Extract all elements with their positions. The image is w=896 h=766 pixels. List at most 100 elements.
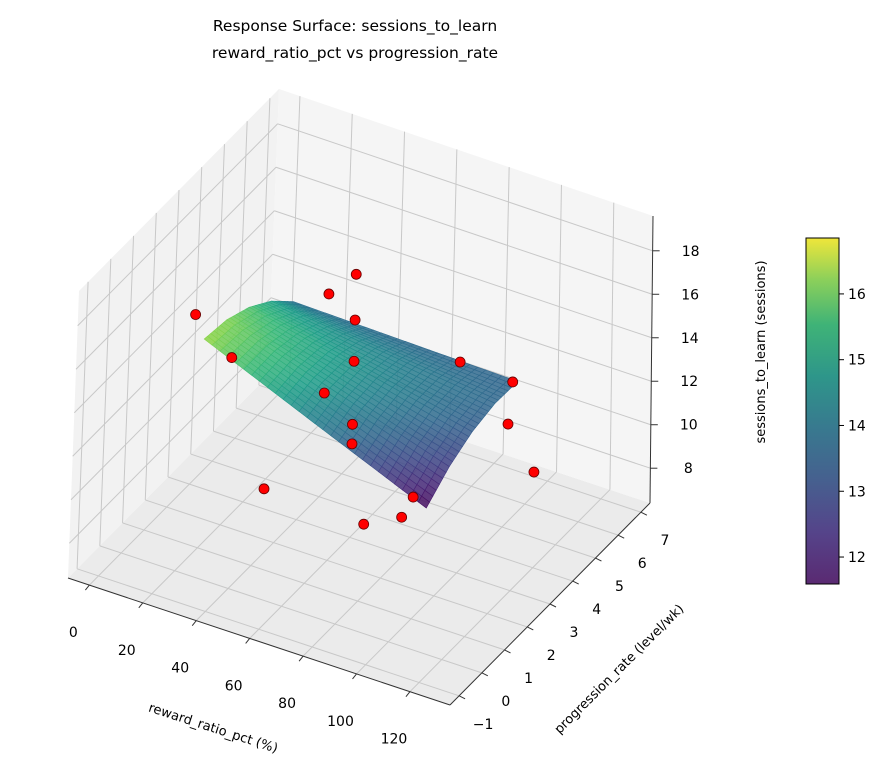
colorbar-tick-label: 15 [848, 353, 866, 369]
x-tick-label: 20 [118, 643, 136, 659]
y-tick-label: 7 [660, 533, 669, 549]
data-point [349, 314, 361, 326]
gridline-z-back [275, 166, 653, 295]
gridline-y-wall [144, 212, 157, 500]
x-tick-label: 100 [327, 714, 354, 730]
x-tick-label: 80 [278, 696, 296, 712]
scatter-points [190, 268, 540, 530]
y-tick-mark [617, 534, 625, 539]
y-tick-label: 6 [638, 556, 647, 572]
data-point [226, 352, 238, 363]
data-point [323, 288, 335, 300]
data-point [347, 418, 358, 430]
gridline-z-left [72, 253, 274, 457]
gridline-z-back [274, 210, 652, 339]
x-tick-label: 0 [69, 625, 78, 641]
y-tick-label: 5 [615, 579, 624, 595]
y-tick-label: 3 [570, 625, 579, 641]
colorbar-tick-label: 14 [848, 418, 866, 434]
z-axis-line [649, 215, 654, 504]
gridline-z-back [272, 253, 652, 382]
colorbar-tick-label: 13 [848, 484, 866, 500]
gridline-z-left [68, 340, 270, 544]
y-tick-mark [549, 603, 557, 608]
data-point [454, 356, 466, 368]
gridline-y-wall [99, 258, 112, 546]
gridline-y-floor [122, 522, 505, 651]
gridline-y-wall [167, 189, 180, 478]
x-tick-mark [138, 602, 144, 609]
gridline-y-floor [76, 568, 460, 697]
z-tick-label: 12 [680, 374, 698, 390]
x-tick-mark [191, 620, 197, 626]
data-point [358, 518, 370, 530]
y-tick-mark [527, 626, 534, 631]
y-tick-label: −1 [473, 717, 494, 733]
x-tick-label: 40 [171, 661, 189, 677]
y-tick-mark [504, 649, 511, 654]
gridline-y-wall [212, 144, 225, 432]
gridline-y-floor [145, 499, 528, 628]
y-tick-label: 2 [547, 648, 556, 664]
response-surface [203, 300, 519, 509]
x-tick-mark [405, 691, 411, 697]
x-axis-line [67, 577, 451, 706]
colorbar-ticks: 12 13 14 15 16 [839, 287, 866, 566]
data-point [350, 268, 362, 280]
x-tick-mark [352, 673, 357, 680]
z-tick-label: 10 [680, 418, 698, 434]
z-tick-label: 16 [681, 287, 699, 303]
chart-title-line-2: reward_ratio_pct vs progression_rate [212, 44, 498, 63]
y-tick-mark [572, 580, 579, 585]
y-tick-mark [458, 695, 466, 700]
data-point [396, 511, 408, 523]
gridline-y-floor [167, 476, 551, 605]
gridline-z-left [75, 166, 277, 370]
x-tick-label: 120 [381, 732, 408, 748]
data-point [407, 491, 419, 503]
z-tick-label: 8 [684, 461, 693, 477]
y-tick-mark [640, 511, 648, 516]
x-tick-mark [245, 638, 251, 644]
data-point [528, 466, 540, 478]
gridline-z-back [277, 123, 653, 252]
data-point [190, 309, 202, 320]
y-axis-label: progression_rate (level/wk) [552, 602, 687, 737]
colorbar-tick-label: 16 [848, 287, 866, 303]
gridline-y-wall [122, 235, 135, 523]
x-tick-label: 60 [225, 678, 243, 694]
z-axis-label: sessions_to_learn (sessions) [754, 260, 769, 443]
y-tick-label: 1 [524, 671, 533, 687]
gridline-z-left [73, 210, 275, 414]
data-point [346, 438, 358, 450]
x-axis-label: reward_ratio_pct (%) [147, 701, 280, 757]
data-point [507, 376, 519, 388]
gridline-x-wall [502, 167, 510, 455]
y-tick-mark [481, 672, 489, 677]
colorbar-tick-label: 12 [848, 550, 866, 566]
gridline-y-floor [99, 545, 482, 674]
data-point [502, 418, 514, 430]
surface-facet [417, 495, 430, 509]
y-tick-mark [595, 557, 602, 562]
chart-title-line-1: Response Surface: sessions_to_learn [213, 17, 497, 36]
gridline-z-left [77, 123, 279, 327]
gridline-x-wall [609, 202, 615, 490]
data-point [348, 355, 360, 367]
colorbar [805, 237, 840, 585]
z-tick-label: 14 [681, 331, 699, 347]
data-point [258, 483, 270, 495]
gridline-y-wall [76, 281, 89, 569]
z-tick-label: 18 [682, 244, 700, 260]
data-point [318, 387, 330, 399]
x-tick-mark [298, 655, 304, 662]
y-tick-label: 4 [592, 602, 601, 618]
gridline-y-floor [213, 430, 596, 559]
gridline-y-floor [190, 453, 573, 582]
gridline-x-wall [556, 184, 562, 472]
x-tick-mark [84, 584, 90, 591]
y-tick-label: 0 [501, 694, 510, 710]
